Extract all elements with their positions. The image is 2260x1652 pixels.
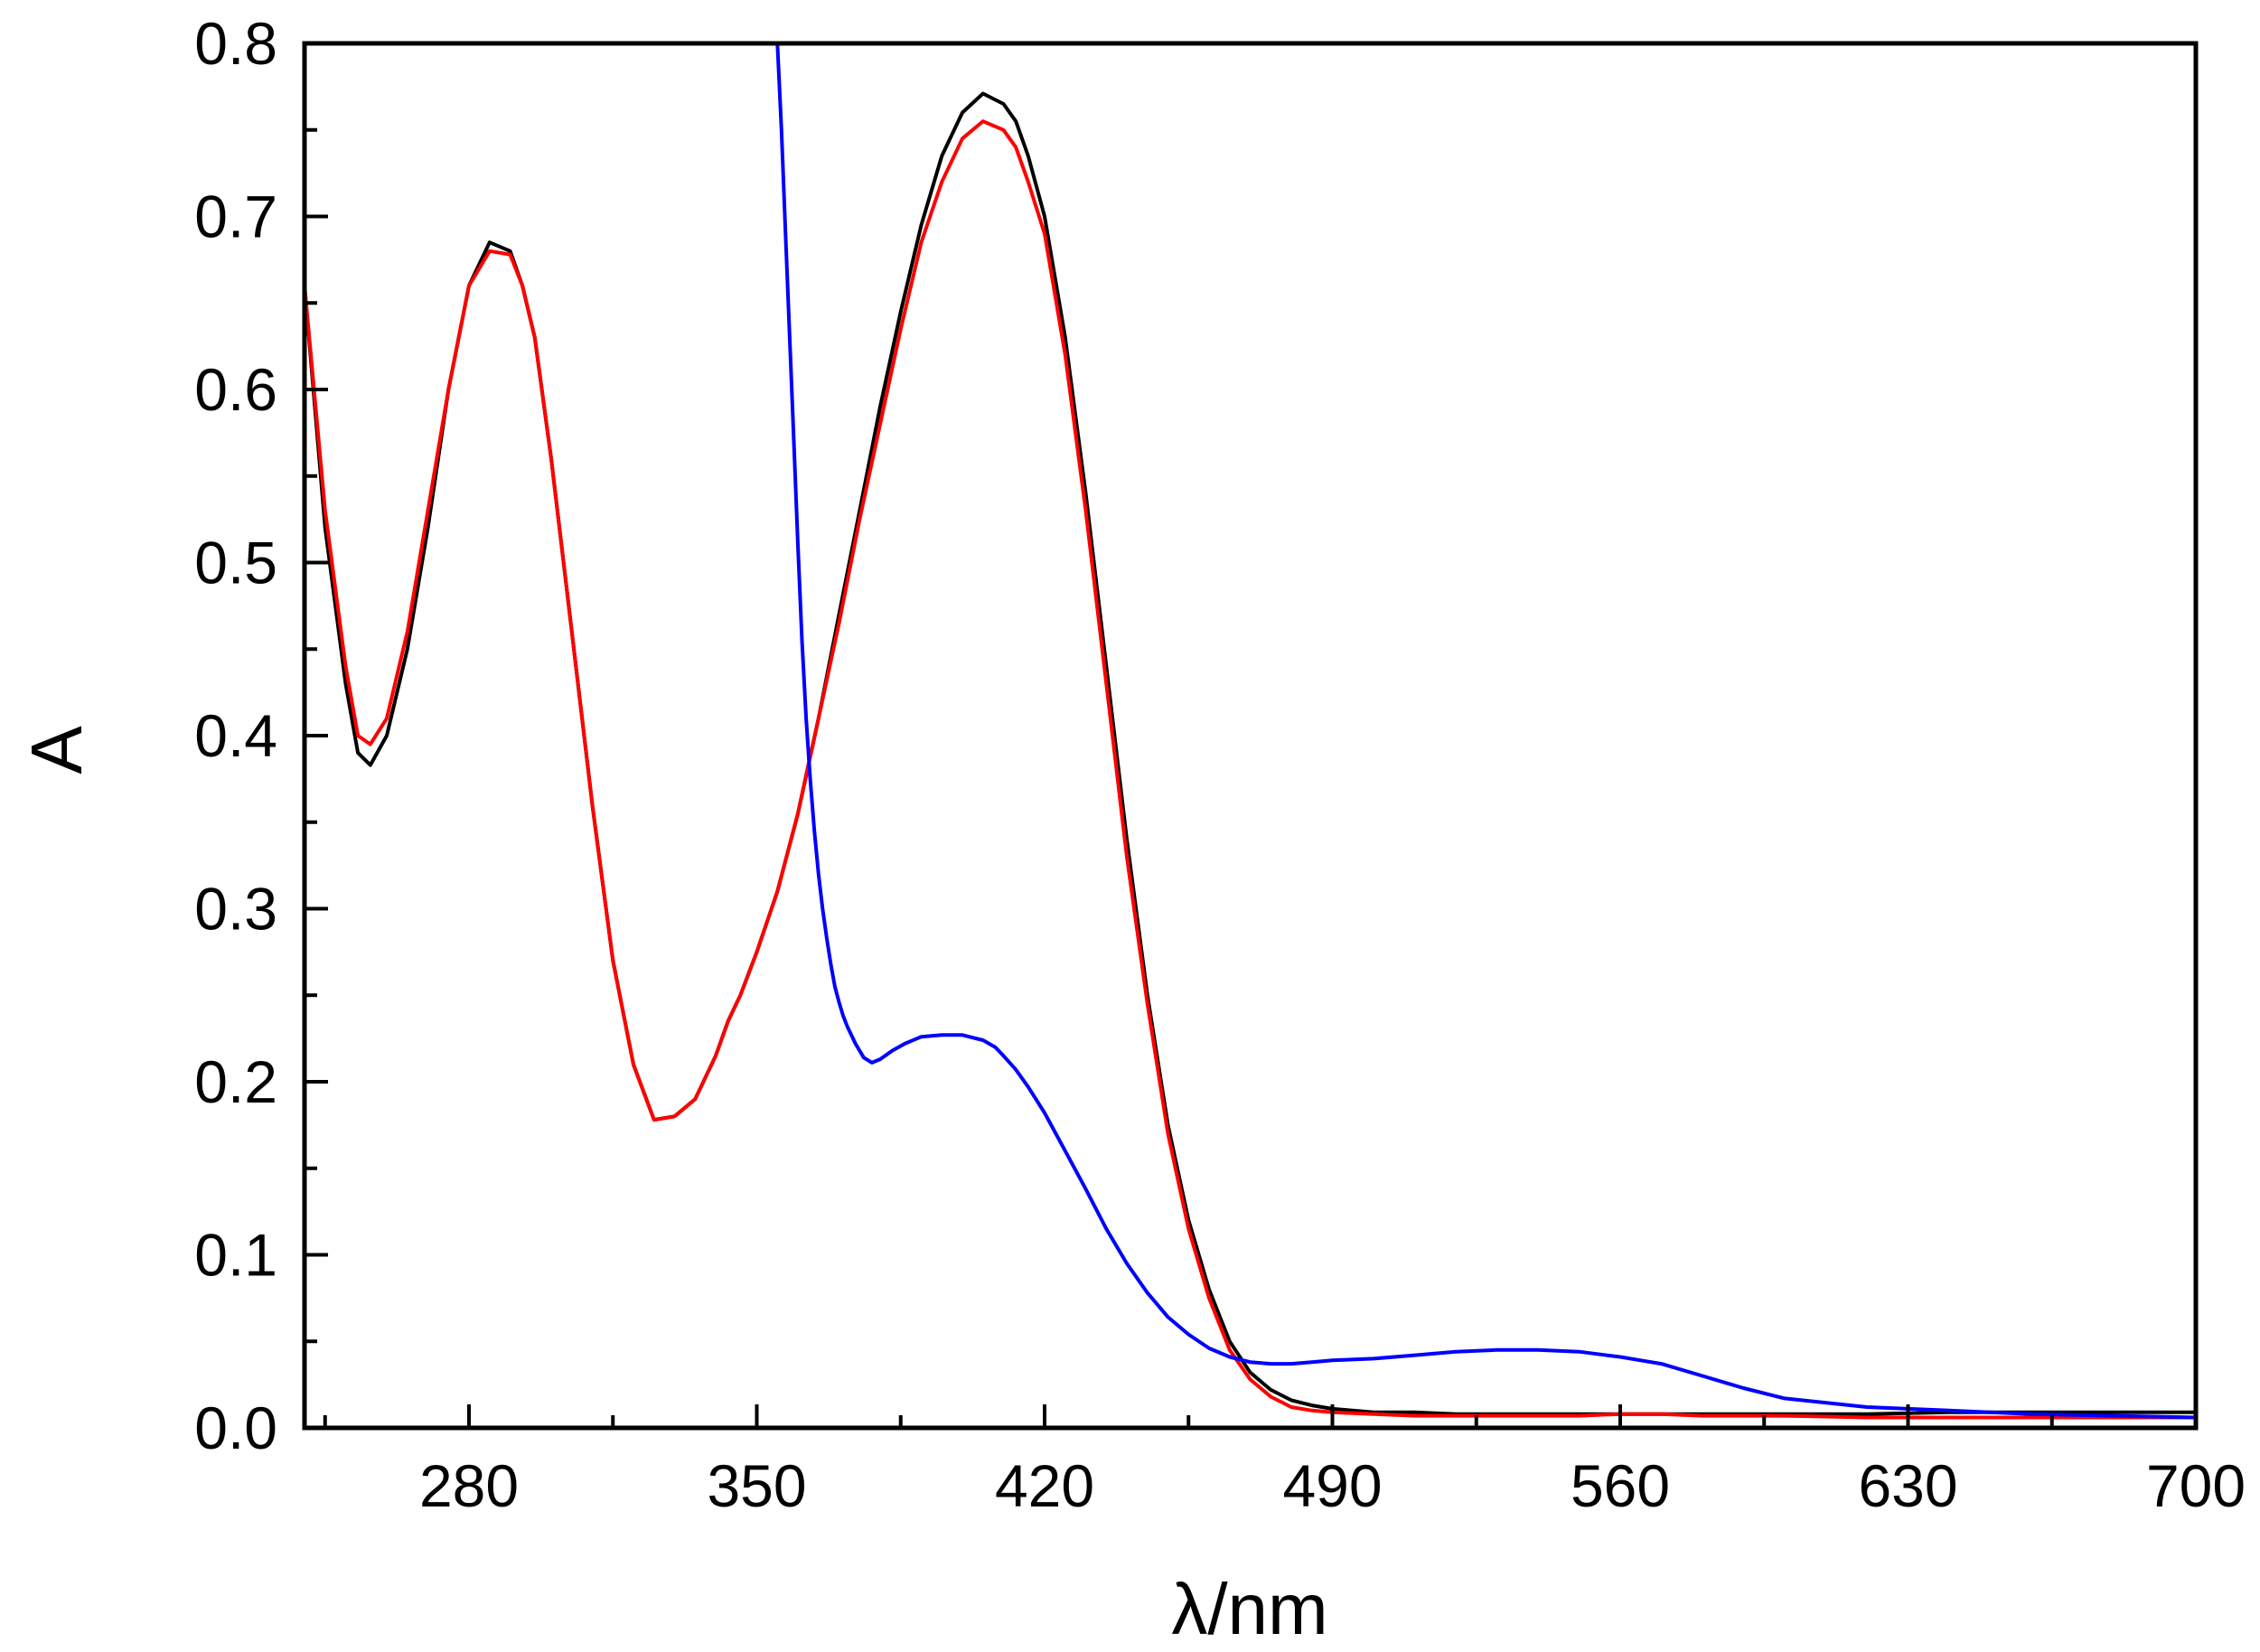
y-tick-label: 0.5	[194, 530, 277, 596]
x-tick-label: 420	[995, 1452, 1094, 1519]
y-tick-label: 0.7	[194, 183, 277, 250]
series-line-blue	[775, 43, 2196, 1420]
x-tick-label: 630	[1858, 1452, 1957, 1519]
x-tick-label: 280	[419, 1452, 519, 1519]
x-tick-label: 350	[707, 1452, 806, 1519]
y-axis-title: A	[16, 726, 97, 774]
y-tick-label: 0.1	[194, 1222, 277, 1289]
x-tick-label: 560	[1571, 1452, 1670, 1519]
axis-ticks	[305, 42, 2198, 1430]
x-tick-label: 490	[1282, 1452, 1382, 1519]
y-tick-label: 0.4	[194, 702, 277, 769]
spectra-curves	[305, 43, 2196, 1420]
y-tick-label: 0.8	[194, 10, 277, 77]
y-tick-label: 0.3	[194, 876, 277, 943]
axis-tick-labels: 280 350 420 490 560 630 700 0.0 0.1 0.2 0.3 0.4 0.5 0…	[194, 10, 2246, 1519]
x-tick-label: 700	[2146, 1452, 2246, 1519]
y-tick-label: 0.2	[194, 1048, 277, 1115]
series-line-black	[305, 91, 2196, 1416]
x-axis-title: λ/nm	[1171, 1569, 1327, 1649]
plot-frame	[302, 41, 2199, 1431]
y-tick-label: 0.6	[194, 356, 277, 423]
y-tick-label: 0.0	[194, 1394, 277, 1461]
series-line-red	[305, 119, 2196, 1420]
